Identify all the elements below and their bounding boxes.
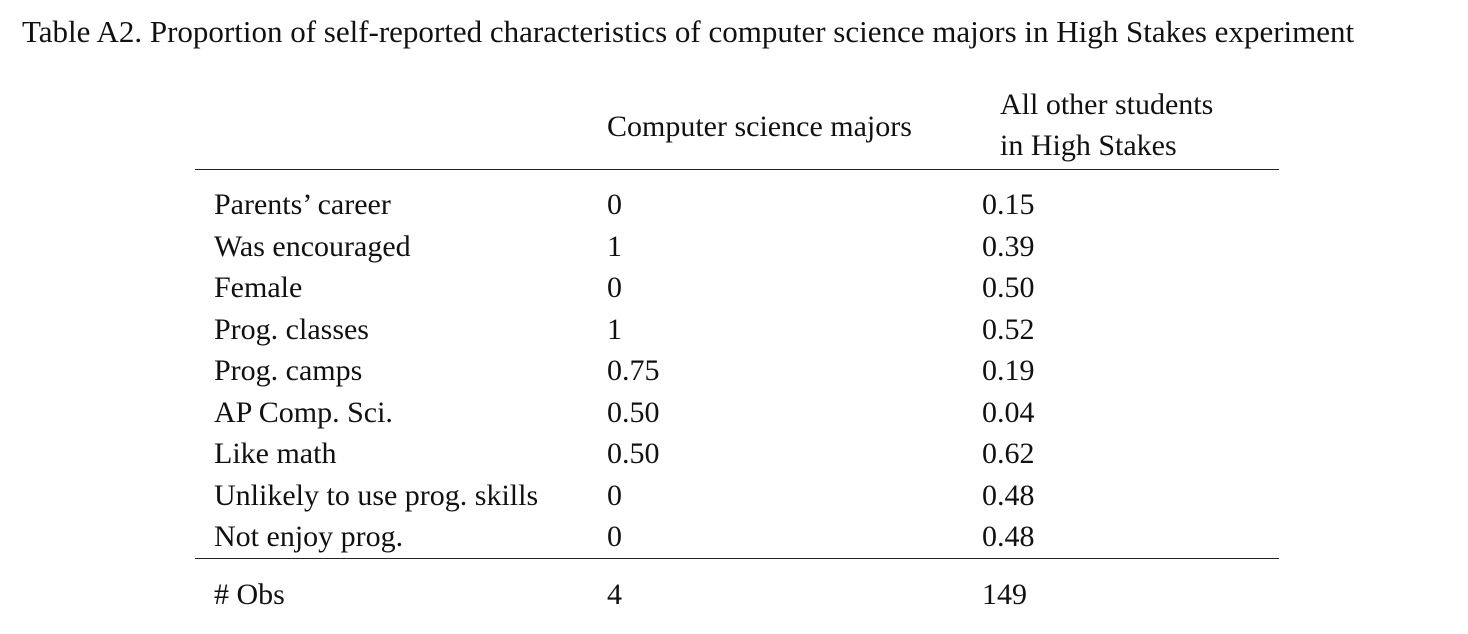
row-label: Prog. camps xyxy=(214,354,363,387)
obs-rule xyxy=(195,558,1279,559)
other-students-value: 0.48 xyxy=(982,478,1035,512)
column-header-other-students: All other students in High Stakes xyxy=(1000,84,1213,166)
table-row: Prog. classes 1 0.52 xyxy=(195,309,1279,350)
other-students-value: 0.48 xyxy=(982,520,1035,553)
row-label: Prog. classes xyxy=(214,312,369,346)
column-header-cs-majors: Computer science majors xyxy=(607,110,912,143)
cs-majors-obs: 4 xyxy=(607,578,622,611)
other-students-value: 0.50 xyxy=(982,271,1035,304)
other-students-value: 0.52 xyxy=(982,312,1035,346)
cs-majors-value: 0 xyxy=(607,188,622,221)
column-header-other-line1: All other students xyxy=(1000,88,1214,121)
cs-majors-value: 0.50 xyxy=(607,437,660,470)
cs-majors-value: 0 xyxy=(607,520,622,553)
cs-majors-value: 1 xyxy=(607,229,622,263)
table-row: AP Comp. Sci. 0.50 0.04 xyxy=(195,392,1279,433)
table-row: Female 0 0.50 xyxy=(195,267,1279,308)
cs-majors-value: 1 xyxy=(607,312,622,346)
cs-majors-value: 0 xyxy=(607,271,622,304)
column-header-other-line2: in High Stakes xyxy=(1000,129,1177,162)
cs-majors-value: 0 xyxy=(607,478,622,512)
row-label: Female xyxy=(214,271,303,304)
obs-label: # Obs xyxy=(214,578,285,611)
other-students-value: 0.62 xyxy=(982,437,1035,470)
data-table: Computer science majors All other studen… xyxy=(195,84,1279,624)
other-students-obs: 149 xyxy=(982,578,1027,611)
table-row: Was encouraged 1 0.39 xyxy=(195,226,1279,267)
other-students-value: 0.39 xyxy=(982,229,1035,263)
table-row: Like math 0.50 0.62 xyxy=(195,433,1279,474)
row-label: Like math xyxy=(214,437,337,470)
other-students-value: 0.15 xyxy=(982,188,1035,221)
row-label: Not enjoy prog. xyxy=(214,520,404,553)
table-row: Parents’ career 0 0.15 xyxy=(195,184,1279,225)
table-row: Prog. camps 0.75 0.19 xyxy=(195,350,1279,391)
cs-majors-value: 0.75 xyxy=(607,354,660,387)
row-label: AP Comp. Sci. xyxy=(214,395,393,429)
table-row: Not enjoy prog. 0 0.48 xyxy=(195,516,1279,557)
header-rule xyxy=(195,169,1279,170)
row-label: Unlikely to use prog. skills xyxy=(214,478,539,512)
other-students-value: 0.04 xyxy=(982,395,1035,429)
obs-row: # Obs 4 149 xyxy=(195,574,1279,615)
row-label: Was encouraged xyxy=(214,229,411,263)
table-row: Unlikely to use prog. skills 0 0.48 xyxy=(195,475,1279,516)
cs-majors-value: 0.50 xyxy=(607,395,660,429)
table-caption: Table A2. Proportion of self-reported ch… xyxy=(22,14,1355,49)
row-label: Parents’ career xyxy=(214,188,391,221)
other-students-value: 0.19 xyxy=(982,354,1035,387)
